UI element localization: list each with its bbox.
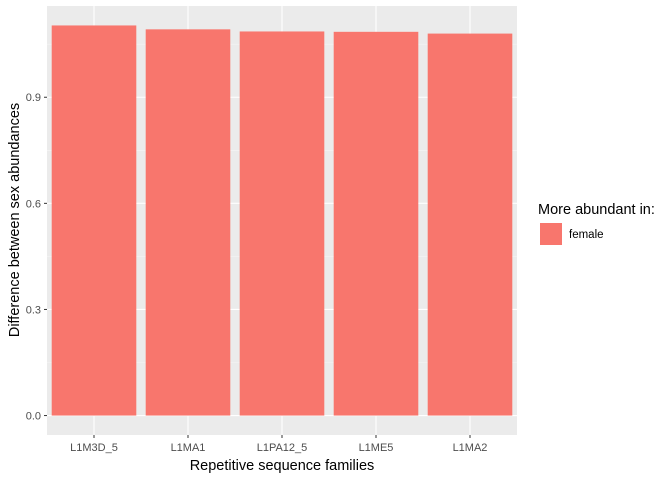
y-tick-label: 0.0	[26, 411, 41, 423]
legend-title: More abundant in:	[538, 202, 655, 218]
bar-l1me5	[333, 31, 419, 416]
x-tick-label: L1ME5	[359, 442, 394, 454]
bar-l1pa12-5	[239, 31, 325, 416]
x-tick-label: L1M3D_5	[70, 442, 118, 454]
bar-l1ma2	[427, 33, 513, 416]
legend-key-female	[540, 223, 562, 245]
x-axis-title: Repetitive sequence families	[190, 458, 375, 474]
y-tick-label: 0.6	[26, 198, 41, 210]
legend: More abundant in: female	[538, 202, 655, 245]
y-axis-title: Difference between sex abundances	[7, 103, 23, 337]
bar-l1m3d-5	[51, 25, 137, 416]
x-tick-label: L1PA12_5	[257, 442, 308, 454]
bars	[51, 25, 513, 416]
y-axis-ticks: 0.0 0.3 0.6 0.9	[26, 92, 47, 423]
x-tick-label: L1MA2	[453, 442, 488, 454]
legend-label-female: female	[569, 229, 604, 241]
x-axis-ticks: L1M3D_5 L1MA1 L1PA12_5 L1ME5 L1MA2	[70, 435, 487, 454]
x-tick-label: L1MA1	[171, 442, 206, 454]
y-tick-label: 0.3	[26, 304, 41, 316]
y-tick-label: 0.9	[26, 92, 41, 104]
bar-l1ma1	[145, 29, 231, 416]
